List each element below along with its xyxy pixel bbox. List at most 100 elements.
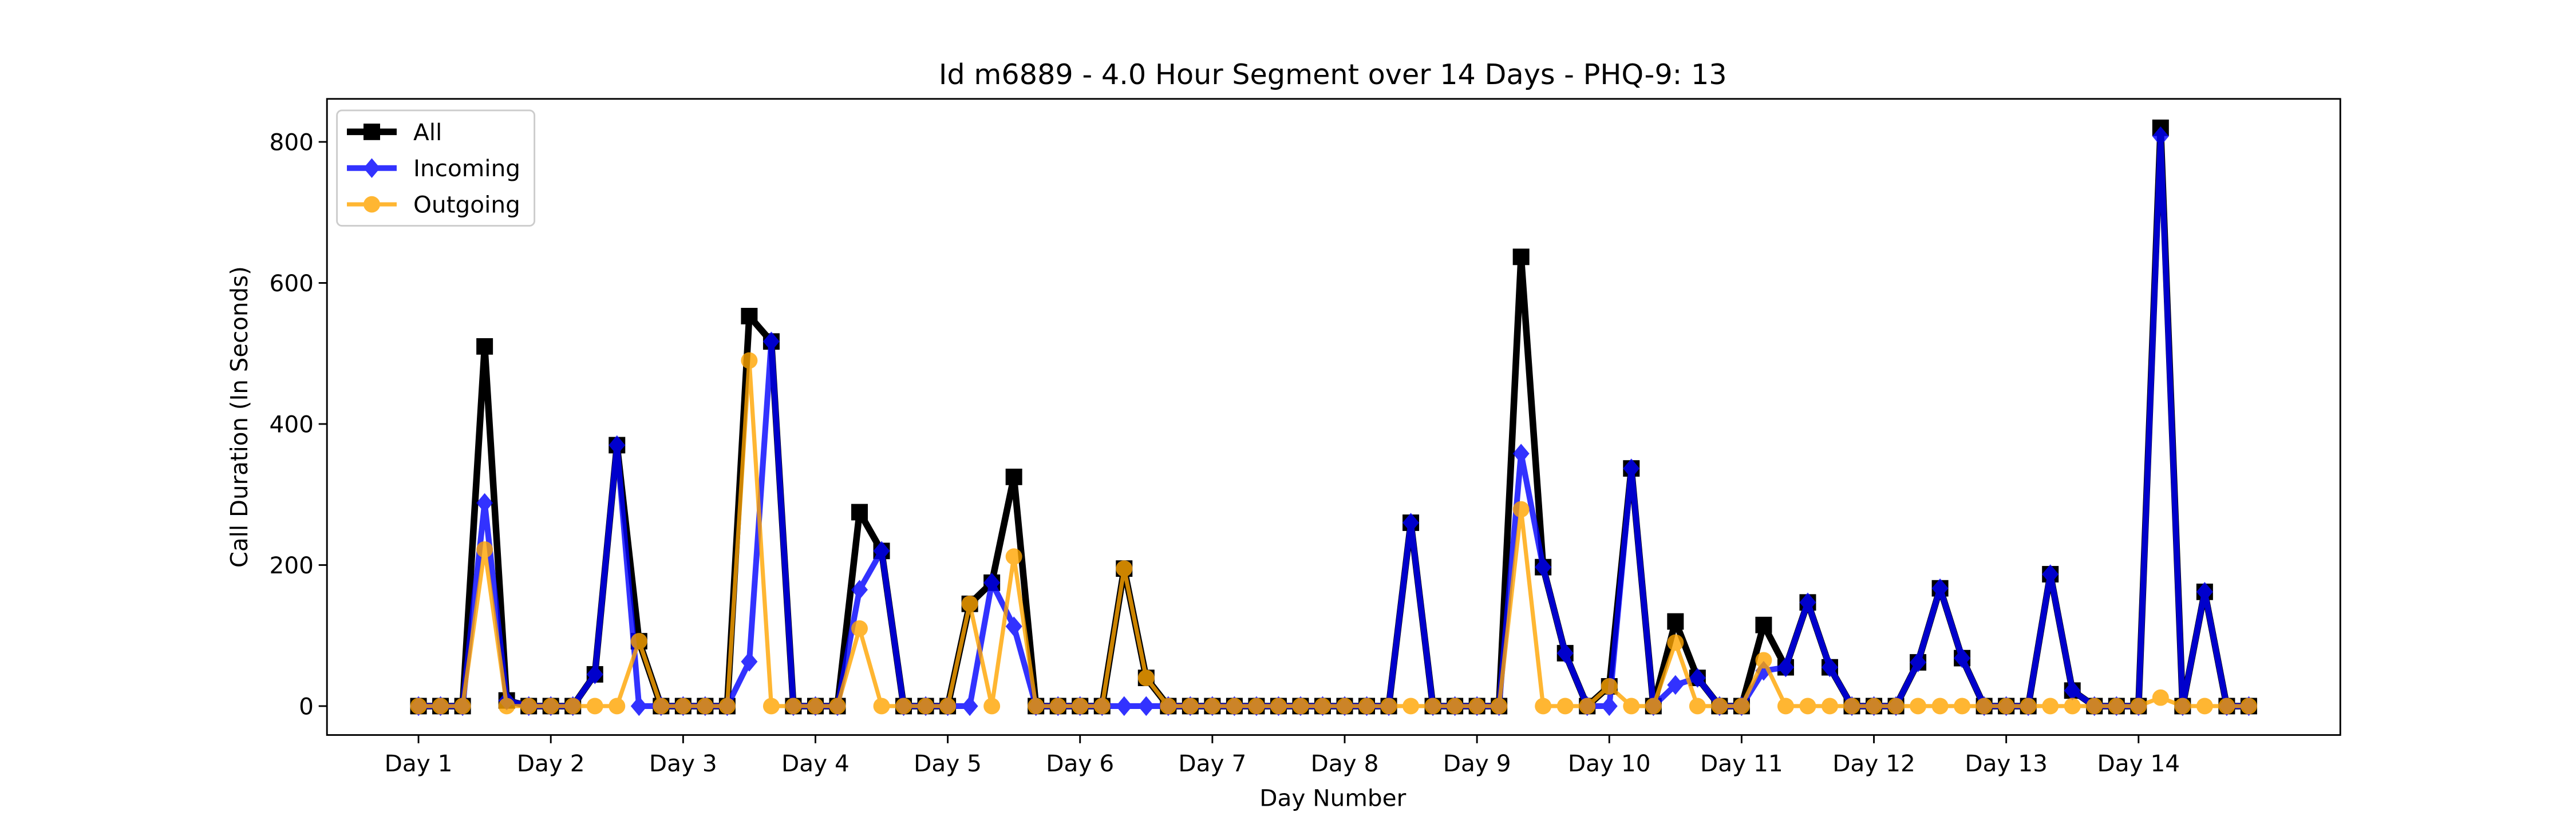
marker [851,580,868,600]
chart-title: Id m6889 - 4.0 Hour Segment over 14 Days… [939,58,1727,91]
marker [1556,698,1574,715]
marker [1799,592,1816,613]
marker [2042,564,2059,584]
marker [741,352,758,369]
x-tick-label: Day 13 [1965,750,2048,777]
legend: All Incoming Outgoing [336,109,536,227]
marker [2240,698,2257,715]
marker [1248,698,1265,715]
marker [1623,698,1640,715]
marker [2020,698,2037,715]
marker [1093,698,1111,715]
marker [762,331,780,352]
marker [674,698,692,715]
marker [1402,513,1420,533]
marker [1821,657,1838,678]
marker [873,541,890,561]
marker [1226,698,1243,715]
marker [2152,689,2169,706]
marker [1711,698,1728,715]
x-tick-label: Day 6 [1046,750,1114,777]
marker [1799,698,1816,715]
marker [1182,698,1199,715]
marker [1866,698,1883,715]
marker [1072,698,1089,715]
marker [2196,582,2213,602]
legend-swatch [346,124,397,140]
marker [983,698,1001,715]
x-tick-label: Day 2 [517,750,585,777]
y-tick-label: 800 [270,129,314,156]
marker [1755,616,1772,633]
marker [432,698,449,715]
marker [1910,652,1927,672]
x-tick-label: Day 8 [1311,750,1379,777]
marker [1049,698,1066,715]
legend-label: All [413,118,442,146]
x-tick-label: Day 3 [649,750,717,777]
marker [1910,698,1927,715]
marker [917,698,934,715]
marker [873,698,890,715]
marker [2130,698,2147,715]
marker [1336,698,1353,715]
marker [630,633,647,649]
marker [1535,557,1552,577]
marker [564,698,582,715]
marker [741,307,758,324]
plot-frame [326,98,2341,736]
x-tick-label: Day 7 [1178,750,1246,777]
marker [1468,698,1485,715]
marker [1005,468,1022,485]
marker [1931,698,1949,715]
marker [2042,698,2059,715]
legend-swatch [346,196,397,213]
marker [785,698,802,715]
legend-box [336,109,536,227]
marker [961,696,978,716]
marker [1667,634,1684,651]
marker [1976,698,1993,715]
x-tick-label: Day 4 [781,750,850,777]
marker [498,698,515,715]
y-tick-label: 200 [270,552,314,579]
marker [1601,696,1618,716]
marker [1535,698,1552,715]
marker [1667,675,1684,695]
x-axis-label: Day Number [1259,784,1406,811]
marker [851,620,868,637]
marker [1954,698,1971,715]
marker [1931,578,1949,599]
marker [1491,698,1508,715]
marker [609,698,626,715]
marker [630,696,647,716]
marker [2108,698,2125,715]
marker [1689,698,1706,715]
marker [1402,698,1420,715]
marker [1601,678,1618,695]
x-tick-label: Day 11 [1700,750,1783,777]
marker [1645,698,1662,715]
y-tick-label: 400 [270,410,314,438]
marker [807,698,824,715]
x-tick-label: Day 12 [1832,750,1915,777]
marker [609,435,626,455]
y-tick-label: 600 [270,270,314,297]
marker [476,338,493,355]
marker [1512,501,1530,518]
marker [1512,443,1530,464]
marker [1292,698,1309,715]
marker [1447,698,1464,715]
marker [2152,126,2169,146]
marker [2086,698,2103,715]
marker [961,595,978,612]
marker [851,504,868,521]
marker [1028,698,1045,715]
marker [2174,698,2191,715]
marker [1689,668,1706,688]
marker [1160,698,1177,715]
legend-label: Incoming [413,154,520,182]
marker [1777,657,1794,678]
marker [1005,616,1022,636]
